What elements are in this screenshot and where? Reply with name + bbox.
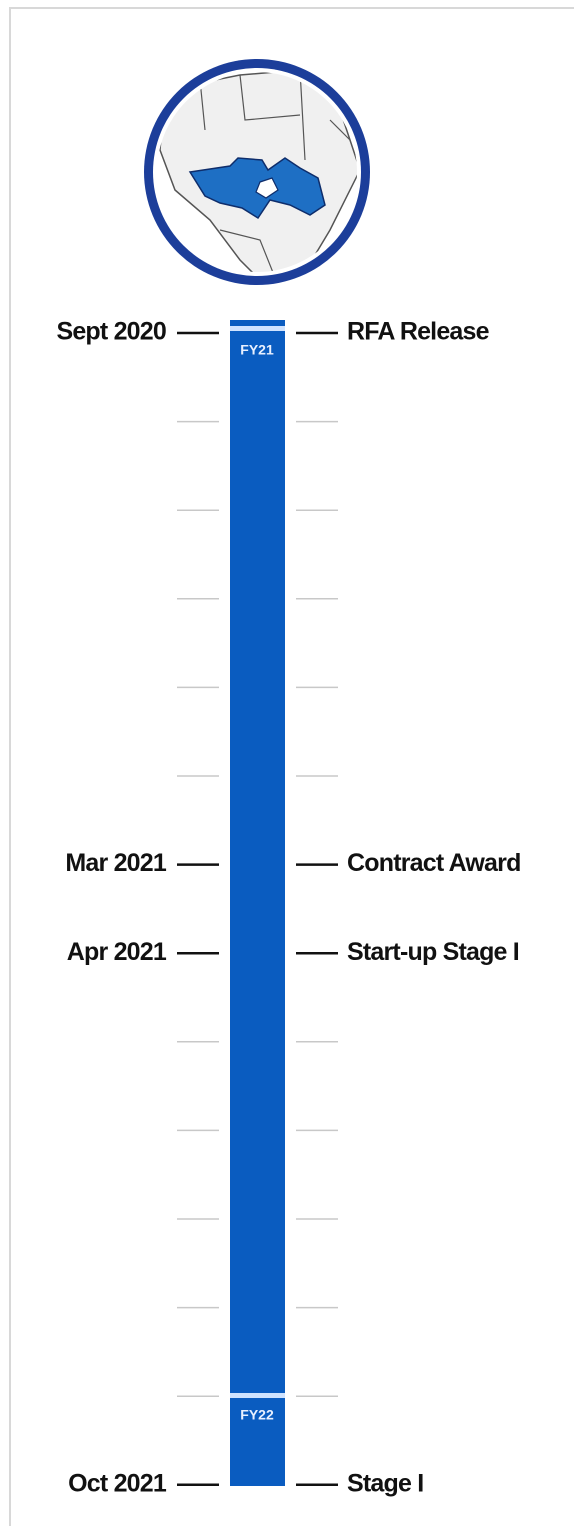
fy-separator — [230, 1393, 285, 1398]
fy-separator — [230, 326, 285, 331]
frame — [9, 7, 574, 1526]
map-icon — [144, 59, 370, 285]
milestone-date: Oct 2021 — [68, 1469, 167, 1497]
milestone-event: RFA Release — [347, 318, 490, 346]
milestone-event: Contract Award — [347, 849, 521, 877]
minor-ticks — [177, 420, 338, 1397]
fiscal-year-label: FY21 — [240, 342, 274, 358]
milestone-date: Apr 2021 — [67, 938, 167, 966]
milestones: Sept 2020 RFA Release Mar 2021 Contract Awa… — [56, 318, 521, 1498]
milestone-date: Mar 2021 — [65, 849, 167, 877]
fiscal-year-label: FY22 — [240, 1407, 274, 1423]
milestone-event: Start-up Stage I — [347, 938, 519, 966]
timeline-bar — [230, 320, 285, 1486]
milestone-event: Stage I — [347, 1469, 423, 1497]
milestone-date: Sept 2020 — [56, 318, 166, 346]
